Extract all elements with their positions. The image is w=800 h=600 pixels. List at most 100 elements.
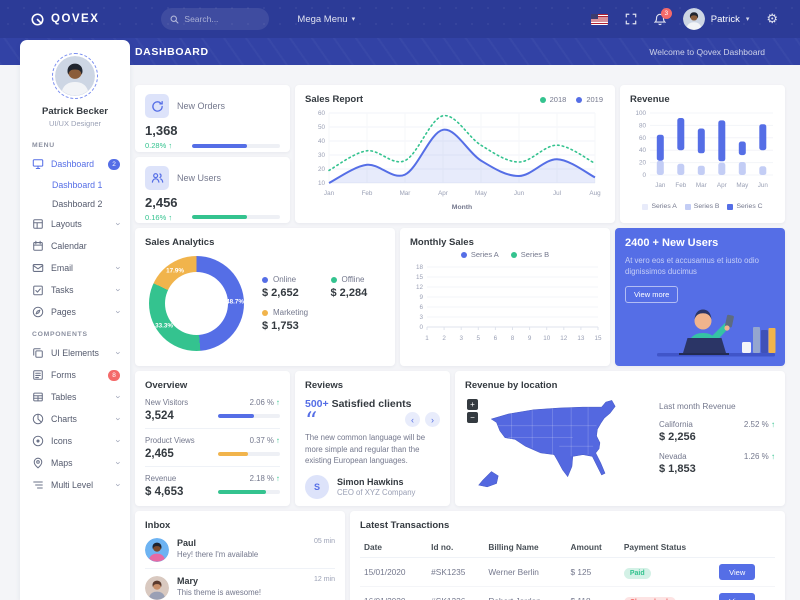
sidebar-item-ui-elements[interactable]: UI Elements ›: [20, 342, 130, 364]
svg-text:9: 9: [528, 335, 532, 342]
author-name: Simon Hawkins: [337, 477, 404, 488]
svg-text:15: 15: [416, 274, 424, 281]
status-badge: Paid: [623, 568, 651, 579]
sidebar-item-charts[interactable]: Charts ›: [20, 408, 130, 430]
svg-text:18: 18: [416, 264, 424, 271]
tables-icon: [32, 391, 44, 403]
prev-arrow-button[interactable]: ‹: [405, 412, 420, 427]
sales-analytics-card: Sales Analytics 48.7% 33.3% 17.9% Online $…: [135, 228, 395, 366]
sidebar-item-forms[interactable]: Forms 8: [20, 364, 130, 386]
user-menu[interactable]: Patrick ▾: [682, 8, 750, 30]
calendar-icon: [32, 240, 44, 252]
table-column-header: [715, 537, 775, 558]
map-zoom-out-button[interactable]: −: [467, 412, 478, 423]
header: QOVEX Mega Menu ▾ 3 Patrick ▾: [0, 0, 800, 65]
legend-marketing: Marketing $ 1,753: [262, 308, 309, 332]
sidebar-item-pages[interactable]: Pages ›: [20, 301, 130, 323]
menu-badge: 8: [108, 369, 120, 381]
sales-report-card: Sales Report 2018 2019 10 20 30 40 50 60 Jan Feb…: [295, 85, 615, 223]
sidebar-item-tasks[interactable]: Tasks ›: [20, 279, 130, 301]
reviews-card: Reviews 500+ Satisfied clients “ ‹ › The…: [295, 371, 450, 506]
chevron-down-icon: ›: [113, 395, 124, 399]
stat-change: 0.28% ↑: [145, 141, 173, 150]
profile-name: Patrick Becker: [41, 106, 109, 117]
next-arrow-button[interactable]: ›: [425, 412, 440, 427]
svg-text:10: 10: [543, 335, 551, 342]
location-row: California 2.52 % ↑ $ 2,256: [659, 420, 775, 443]
gear-icon[interactable]: ⚙: [766, 11, 778, 26]
mega-menu-button[interactable]: Mega Menu ▾: [297, 13, 356, 25]
sidebar-item-maps[interactable]: Maps ›: [20, 452, 130, 474]
donut-chart: 48.7% 33.3% 17.9%: [149, 256, 244, 351]
svg-text:May: May: [475, 190, 488, 197]
ui-elements-icon: [32, 347, 44, 359]
svg-text:30: 30: [318, 152, 326, 159]
donut-slice-label: 33.3%: [155, 322, 173, 330]
sidebar-item-dashboard[interactable]: Dashboard 2: [20, 153, 130, 175]
search-input[interactable]: [184, 14, 265, 24]
sales-report-chart: 10 20 30 40 50 60 Jan Feb Mar Apr May Jun Jul Aug Mont…: [305, 105, 605, 222]
sidebar-item-calendar[interactable]: Calendar: [20, 235, 130, 257]
sidebar-item-dashboard-1[interactable]: Dashboard 1: [52, 179, 103, 190]
overview-row: Product Views 0.37 % ↑ 2,465: [145, 429, 280, 467]
latest-transactions-card: Latest Transactions Date Id no. Billing Na…: [350, 511, 785, 600]
reviews-headline: 500+ Satisfied clients: [305, 398, 412, 410]
sidebar-item-icons[interactable]: Icons ›: [20, 430, 130, 452]
table-column-header: Billing Name: [484, 537, 567, 558]
chevron-down-icon: ▾: [745, 16, 750, 23]
svg-text:Jan: Jan: [324, 190, 335, 197]
inbox-message[interactable]: Mary This theme is awesome! 12 min: [145, 569, 335, 600]
chart-legend: 2018 2019: [539, 95, 603, 104]
sidebar-item-tables[interactable]: Tables ›: [20, 386, 130, 408]
notifications-button[interactable]: 3: [653, 7, 672, 26]
overview-row: New Visitors 2.06 % ↑ 3,524: [145, 391, 280, 429]
fullscreen-icon[interactable]: [625, 13, 637, 25]
maps-icon: [32, 457, 44, 469]
inbox-message[interactable]: Paul Hey! there I'm available 05 min: [145, 531, 335, 569]
icons-icon: [32, 435, 44, 447]
svg-text:Apr: Apr: [438, 190, 448, 197]
avatar: [55, 56, 95, 96]
profile-role: UI/UX Designer: [48, 119, 102, 128]
view-button[interactable]: View: [719, 564, 756, 580]
new-orders-card: New Orders 1,368 0.28% ↑: [135, 85, 290, 152]
quote-icon: “: [305, 406, 318, 435]
author-avatar: S: [305, 475, 329, 500]
overview-row: Revenue 2.18 % ↑ $ 4,653: [145, 474, 280, 498]
monthly-sales-card: Monthly Sales Series A Series B 0 3 6 9 12 15 1…: [400, 228, 610, 366]
svg-text:Apr: Apr: [717, 182, 727, 189]
map-zoom-in-button[interactable]: +: [467, 399, 478, 410]
transactions-table: Date Id no. Billing Name Amount Payment Stat…: [360, 537, 775, 600]
sidebar-item-layouts[interactable]: Layouts ›: [20, 213, 130, 235]
svg-text:100: 100: [635, 110, 646, 117]
search-box[interactable]: [161, 8, 270, 30]
card-title: Latest Transactions: [360, 520, 450, 531]
svg-text:13: 13: [577, 335, 585, 342]
charts-icon: [32, 413, 44, 425]
usa-map[interactable]: + −: [465, 397, 645, 497]
chart-legend: Series A Series B Series C: [630, 203, 775, 210]
svg-text:8: 8: [511, 335, 515, 342]
layout-icon: [32, 218, 44, 230]
legend-item: Series C: [727, 203, 763, 210]
us-flag-icon[interactable]: [590, 13, 608, 25]
table-column-header: Date: [360, 537, 428, 558]
location-row: Nevada 1.26 % ↑ $ 1,853: [659, 452, 775, 475]
view-more-button[interactable]: View more: [625, 285, 679, 303]
table-column-header: Payment Status: [619, 537, 716, 558]
donut-slice-label: 17.9%: [166, 267, 184, 275]
view-button[interactable]: View: [719, 593, 756, 600]
sidebar-item-dashboard-2[interactable]: Dashboard 2: [52, 198, 103, 209]
revenue-card: Revenue 0 20 40 60 80 100 Jan Feb Mar Apr May Jun S…: [620, 85, 785, 223]
brand-logo[interactable]: QOVEX: [30, 12, 99, 27]
svg-text:12: 12: [560, 335, 568, 342]
donut-slice-label: 48.7%: [226, 298, 244, 306]
monitor-icon: [32, 158, 44, 170]
sidebar-item-email[interactable]: Email ›: [20, 257, 130, 279]
users-icon: [145, 165, 169, 190]
svg-text:20: 20: [639, 160, 647, 167]
svg-text:40: 40: [639, 147, 647, 154]
svg-text:3: 3: [419, 314, 423, 321]
sidebar-item-multi-level[interactable]: Multi Level ›: [20, 474, 130, 496]
svg-text:Jan: Jan: [655, 182, 666, 189]
